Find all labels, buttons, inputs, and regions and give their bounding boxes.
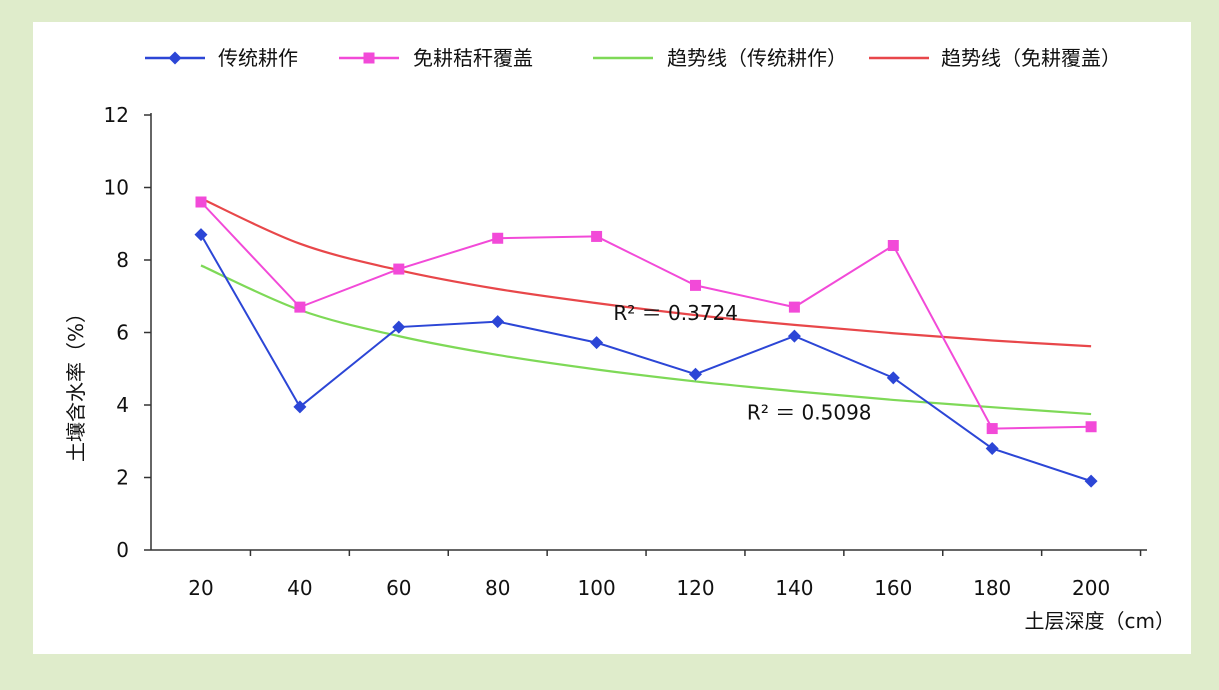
x-tick-label: 160 <box>874 576 912 600</box>
data-point-1-100 <box>590 336 604 350</box>
x-tick-label: 20 <box>188 576 213 600</box>
trendline-2 <box>200 197 1092 348</box>
data-point-1-120 <box>689 367 702 381</box>
x-tick-label: 200 <box>1072 576 1110 600</box>
data-point-2-60 <box>393 263 405 275</box>
legend-item-2: 免耕秸秆覆盖 <box>339 46 533 70</box>
y-tick-label: 0 <box>116 538 129 562</box>
y-tick-label: 8 <box>116 248 129 272</box>
data-point-2-160 <box>887 240 899 251</box>
r-squared-label-1: R² ＝ 0.3724 <box>613 301 738 325</box>
legend-label: 趋势线（传统耕作） <box>667 46 847 70</box>
x-tick-label: 140 <box>775 576 813 600</box>
x-tick-label: 80 <box>485 576 510 600</box>
legend-label: 免耕秸秆覆盖 <box>413 46 533 70</box>
data-point-2-180 <box>986 423 998 435</box>
x-tick-label: 180 <box>973 576 1011 600</box>
data-point-1-160 <box>886 371 900 385</box>
data-point-1-20 <box>194 228 208 242</box>
legend-item-1: 传统耕作 <box>145 46 298 70</box>
r-squared-label-2: R² ＝ 0.5098 <box>747 401 872 425</box>
x-tick-label: 100 <box>578 576 616 600</box>
data-point-2-120 <box>690 279 701 291</box>
data-point-1-40 <box>293 400 307 414</box>
data-point-1-80 <box>491 315 505 329</box>
legend-marker <box>168 51 182 65</box>
data-point-2-20 <box>195 196 207 208</box>
data-point-1-60 <box>392 320 406 334</box>
data-point-1-180 <box>985 442 999 455</box>
plot-area <box>194 196 1098 488</box>
legend-label: 趋势线（免耕覆盖） <box>941 46 1121 70</box>
legend-item-4: 趋势线（免耕覆盖） <box>869 46 1121 70</box>
y-tick-label: 2 <box>116 466 129 490</box>
data-point-1-140 <box>787 329 801 343</box>
legend-marker <box>363 52 375 64</box>
y-tick-label: 12 <box>104 103 129 127</box>
legend-label: 传统耕作 <box>218 46 298 70</box>
series-line-1 <box>200 234 1092 483</box>
chart-svg: 传统耕作 免耕秸秆覆盖 趋势线（传统耕作） 趋势线（免耕覆盖） 0 2 4 6 8 10 12 20… <box>64 46 1175 633</box>
data-point-2-140 <box>788 301 800 313</box>
data-point-2-80 <box>492 232 504 244</box>
x-tick-label: 40 <box>287 576 312 600</box>
legend-item-3: 趋势线（传统耕作） <box>593 46 847 70</box>
y-axis-title: 土壤含水率（%） <box>64 303 88 462</box>
y-tick-label: 6 <box>116 321 129 345</box>
trendline-1 <box>200 264 1092 416</box>
data-point-2-40 <box>294 301 306 313</box>
x-axis-title: 土层深度（cm） <box>1025 609 1175 633</box>
y-tick-label: 10 <box>104 176 129 200</box>
data-point-2-100 <box>591 230 603 242</box>
chart-panel: 传统耕作 免耕秸秆覆盖 趋势线（传统耕作） 趋势线（免耕覆盖） 0 2 4 6 8 10 12 20… <box>33 22 1191 654</box>
x-tick-label: 60 <box>386 576 411 600</box>
series-line-2 <box>200 201 1092 430</box>
data-point-2-200 <box>1085 421 1097 433</box>
axes: 0 2 4 6 8 10 12 20 40 60 80 100 120 140 160 180 200 <box>104 103 1147 600</box>
data-point-1-200 <box>1084 474 1098 488</box>
legend: 传统耕作 免耕秸秆覆盖 趋势线（传统耕作） 趋势线（免耕覆盖） <box>145 46 1121 70</box>
chart-labels: 土壤含水率（%） 土层深度（cm） R² ＝ 0.3724 R² ＝ 0.5098 <box>64 301 1175 633</box>
y-tick-label: 4 <box>116 393 129 417</box>
x-tick-label: 120 <box>676 576 714 600</box>
